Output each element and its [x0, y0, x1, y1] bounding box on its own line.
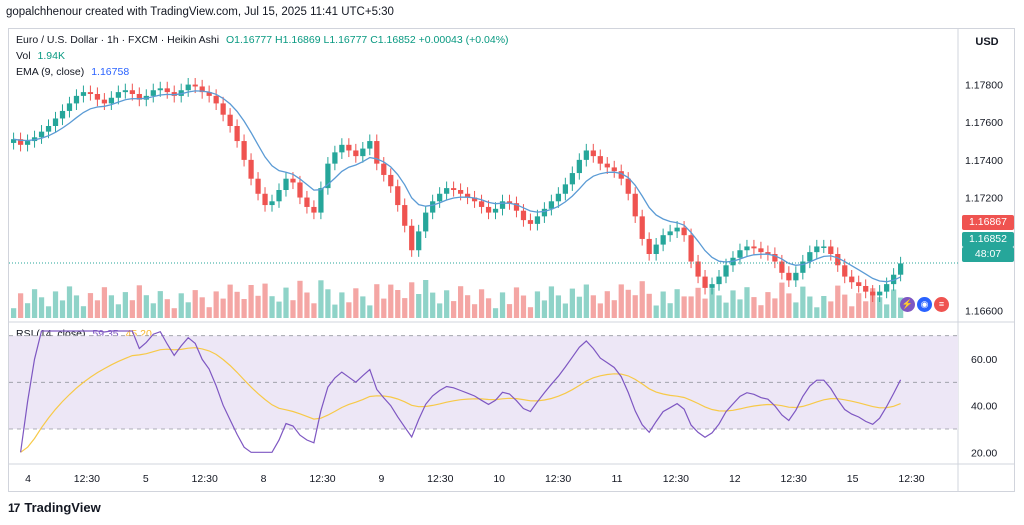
- rsi-ma-value: 45.20: [125, 328, 152, 340]
- price-tag-high: 1.16867: [962, 215, 1014, 230]
- volume-label[interactable]: Vol: [16, 50, 31, 62]
- brand-name: TradingView: [24, 500, 101, 515]
- countdown-tag: 48:07: [962, 247, 1014, 262]
- ohlc-values: O1.16777 H1.16869 L1.16777 C1.16852 +0.0…: [225, 34, 509, 46]
- brand-logo[interactable]: 17 TradingView: [8, 500, 101, 515]
- flag-icon[interactable]: ≡: [934, 297, 949, 312]
- legend-ema-row: EMA (9, close) 1.16758: [16, 66, 133, 78]
- globe-icon[interactable]: ◉: [917, 297, 932, 312]
- legend-symbol-row: Euro / U.S. Dollar · 1h · FXCM · Heikin …: [16, 34, 513, 46]
- rsi-label[interactable]: RSI (14, close): [16, 328, 86, 340]
- volume-value: 1.94K: [37, 50, 65, 62]
- tradingview-icon: 17: [8, 500, 20, 515]
- symbol-label[interactable]: Euro / U.S. Dollar · 1h · FXCM · Heikin …: [16, 34, 220, 46]
- legend-rsi-row: RSI (14, close) 59.35 45.20: [16, 328, 156, 340]
- currency-label[interactable]: USD: [975, 36, 999, 48]
- ema-label[interactable]: EMA (9, close): [16, 66, 85, 78]
- chart-credit: gopalchhenour created with TradingView.c…: [6, 6, 394, 18]
- event-icons: ⚡ ◉ ≡: [900, 297, 949, 312]
- ema-value: 1.16758: [91, 66, 130, 78]
- rsi-value: 59.35: [92, 328, 119, 340]
- chart-frame: [8, 28, 1015, 492]
- legend-volume-row: Vol 1.94K: [16, 50, 69, 62]
- price-tag-last: 1.16852: [962, 232, 1014, 247]
- lightning-icon[interactable]: ⚡: [900, 297, 915, 312]
